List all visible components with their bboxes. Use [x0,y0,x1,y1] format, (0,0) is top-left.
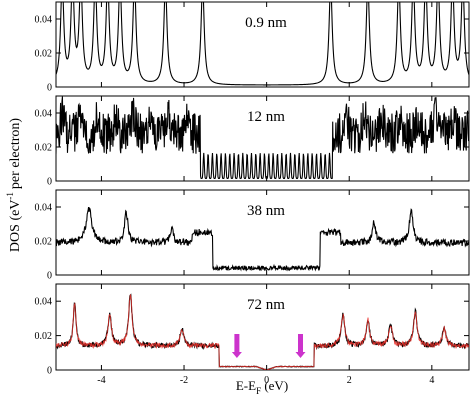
y-tick-label: 0.02 [35,237,53,248]
x-tick-label: -4 [97,375,105,386]
y-tick-label: 0 [47,366,52,377]
series-line-1 [56,96,469,180]
series-line-1 [56,206,469,272]
y-axis-title: DOS (eV-1per electron) [5,118,23,252]
y-axis-title-superscript: -1 [5,192,15,200]
y-tick-label: 0.04 [35,297,53,308]
panels-group: 0 0.02 0.04 0.9 nm 0 0.02 0.04 12 nm 0 0.02 0.04 38… [35,1,470,377]
panel-frame [55,283,470,371]
marker-arrow-head [231,352,242,358]
marker-arrow-shaft [297,334,303,352]
y-tick-label: 0.02 [35,49,53,60]
marker-arrow-shaft [234,334,240,352]
panel-1: 0 0.02 0.04 0.9 nm [35,1,470,94]
panel-label: 38 nm [247,203,285,219]
x-tick-label: -2 [180,375,188,386]
series-line-1 [56,2,469,86]
y-tick-label: 0.04 [35,203,53,214]
y-tick-label: 0 [47,271,52,282]
panel-4: 0 0.02 0.04 72 nm [35,283,470,377]
x-axis-title-unit: (eV) [261,378,288,393]
y-tick-label: 0 [47,177,52,188]
x-axis-ticks: -4 -2 0 2 4 [97,375,434,386]
panel-frame [55,1,470,88]
y-tick-label: 0.04 [35,109,53,120]
y-tick-label: 0.02 [35,143,53,154]
panel-3: 0 0.02 0.04 38 nm [35,189,470,282]
panel-frame [55,189,470,276]
panel-label: 12 nm [247,109,285,125]
x-tick-label: 0 [264,375,269,386]
marker-arrow-head [295,352,306,358]
x-axis-title: E-EF (eV) [236,378,288,396]
panel-label: 0.9 nm [245,15,287,31]
panel-2: 0 0.02 0.04 12 nm [35,95,470,188]
series-line-2 [56,294,469,370]
y-tick-label: 0.04 [35,15,53,26]
y-tick-label: 0.02 [35,331,53,342]
y-axis-title-tail: per electron) [8,118,23,189]
panel-label: 72 nm [247,297,285,313]
x-axis-title-subscript: F [256,386,261,396]
y-tick-label: 0 [47,83,52,94]
x-tick-label: 2 [347,375,352,386]
x-tick-label: 4 [429,375,434,386]
